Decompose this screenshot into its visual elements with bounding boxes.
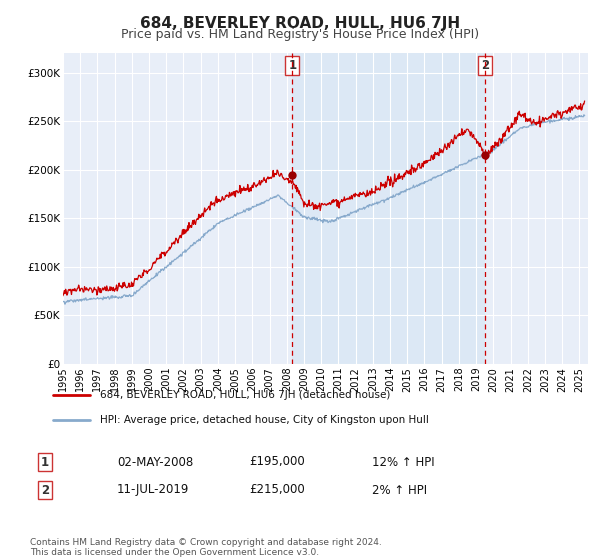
Text: 2% ↑ HPI: 2% ↑ HPI xyxy=(372,483,427,497)
Text: 11-JUL-2019: 11-JUL-2019 xyxy=(117,483,190,497)
Text: £215,000: £215,000 xyxy=(249,483,305,497)
Text: 1: 1 xyxy=(41,455,49,469)
Text: 02-MAY-2008: 02-MAY-2008 xyxy=(117,455,193,469)
Text: £195,000: £195,000 xyxy=(249,455,305,469)
Bar xyxy=(292,53,485,364)
Text: 2: 2 xyxy=(41,483,49,497)
Text: 1: 1 xyxy=(289,59,296,72)
Text: 684, BEVERLEY ROAD, HULL, HU6 7JH: 684, BEVERLEY ROAD, HULL, HU6 7JH xyxy=(140,16,460,31)
Text: 12% ↑ HPI: 12% ↑ HPI xyxy=(372,455,434,469)
Text: Contains HM Land Registry data © Crown copyright and database right 2024.
This d: Contains HM Land Registry data © Crown c… xyxy=(30,538,382,557)
Text: 684, BEVERLEY ROAD, HULL, HU6 7JH (detached house): 684, BEVERLEY ROAD, HULL, HU6 7JH (detac… xyxy=(100,390,391,400)
Text: Price paid vs. HM Land Registry's House Price Index (HPI): Price paid vs. HM Land Registry's House … xyxy=(121,28,479,41)
Text: HPI: Average price, detached house, City of Kingston upon Hull: HPI: Average price, detached house, City… xyxy=(100,414,429,424)
Text: 2: 2 xyxy=(481,59,490,72)
